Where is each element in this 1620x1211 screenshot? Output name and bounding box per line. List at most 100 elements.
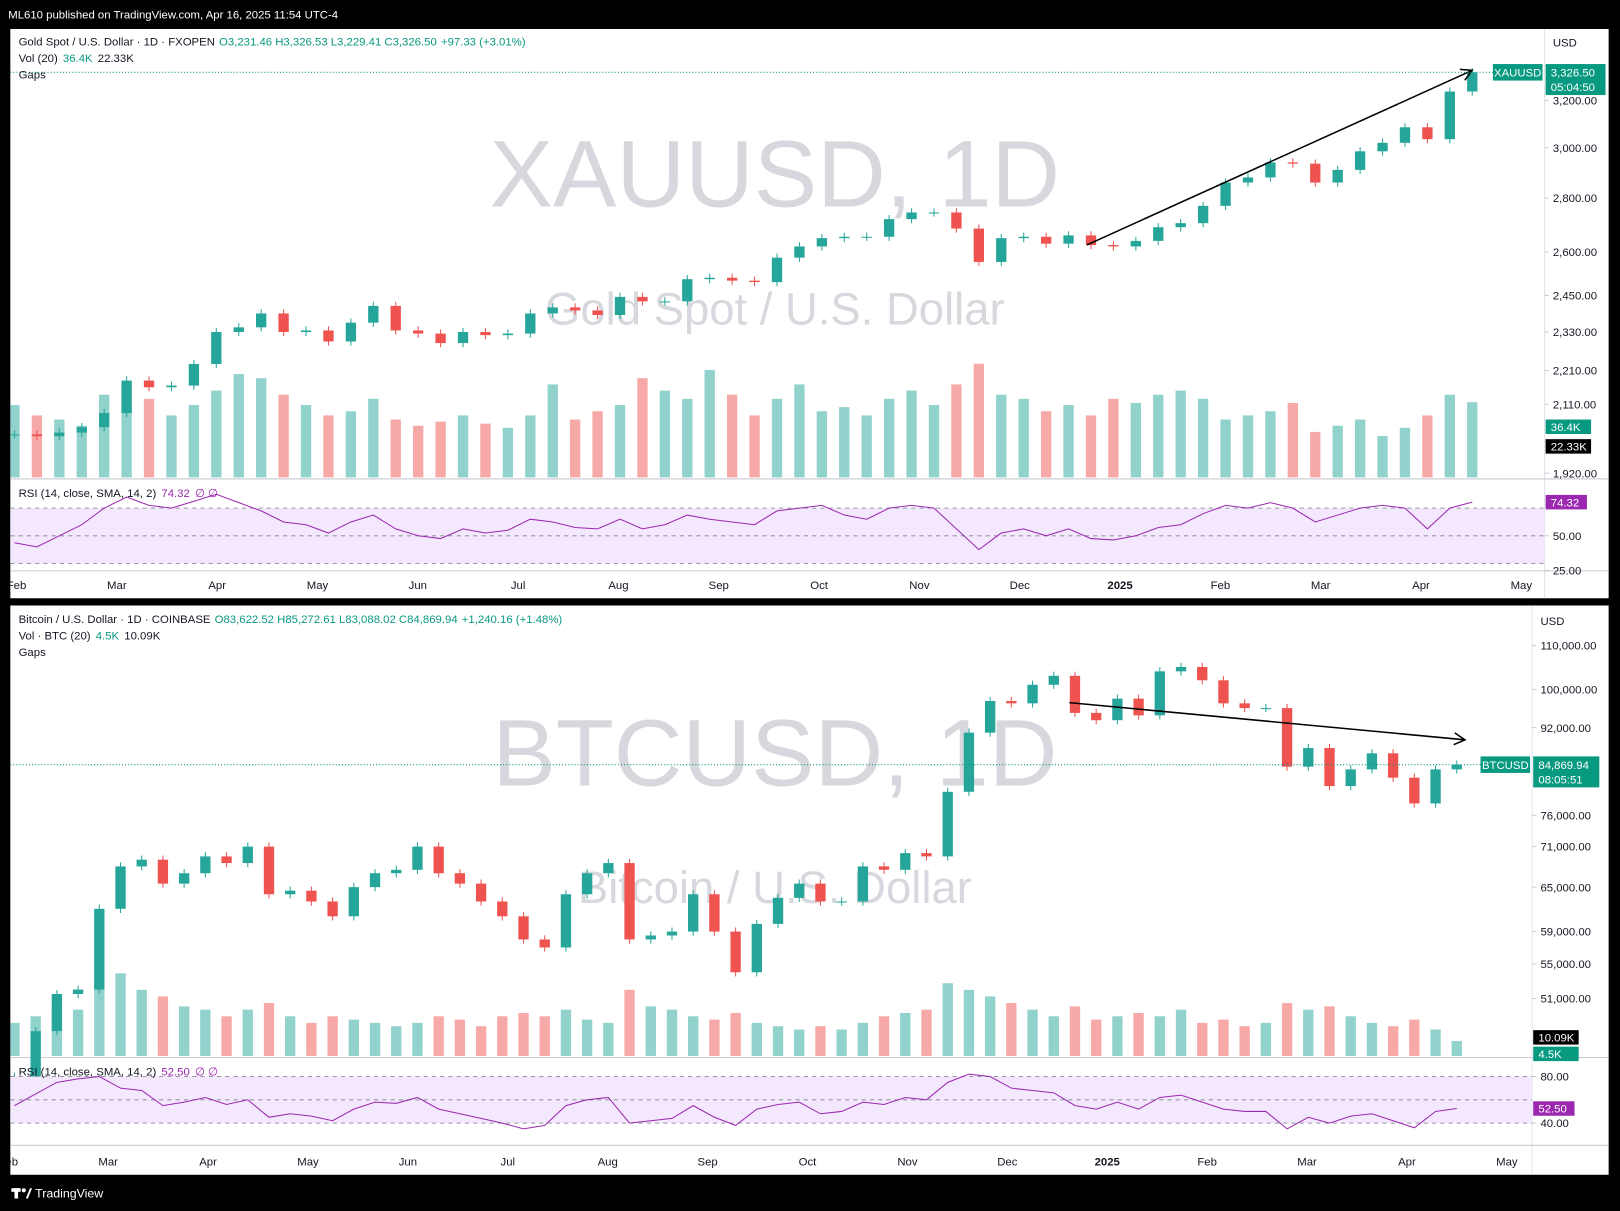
candle — [391, 869, 402, 874]
volume-bar — [1332, 425, 1343, 478]
watermark: XAUUSD, 1D — [490, 122, 1060, 228]
volume-bar — [984, 996, 996, 1056]
volume-bar — [166, 415, 177, 478]
legend-volume: Vol (20) 36.4K 22.33K — [19, 53, 135, 65]
candle — [1091, 712, 1102, 721]
candle — [345, 322, 357, 342]
y-tick-label: 71,000.00 — [1540, 842, 1591, 854]
volume-bar — [883, 398, 895, 478]
candle — [1108, 245, 1119, 247]
volume-bar — [1175, 390, 1186, 478]
candle — [502, 333, 514, 336]
candle — [942, 791, 953, 857]
pane — [10, 28, 1609, 599]
y-tick-label: 92,000.00 — [1540, 723, 1591, 735]
candle — [525, 313, 536, 334]
volume-bar — [178, 1006, 190, 1056]
volume-bar — [412, 1022, 423, 1056]
x-tick-label: Aug — [598, 1156, 618, 1168]
x-tick-label: Oct — [810, 580, 829, 592]
volume-bar — [1422, 415, 1433, 478]
x-tick-label: Feb — [0, 1156, 18, 1168]
volume-bar — [772, 1026, 784, 1056]
candle — [285, 890, 296, 895]
candle — [121, 380, 132, 414]
symbol-badge — [1480, 756, 1531, 773]
candle — [816, 238, 828, 247]
volume-bar — [928, 405, 940, 478]
candle — [878, 866, 890, 870]
candle — [454, 873, 466, 884]
rsi-line — [14, 493, 1473, 551]
volume-bar — [666, 1009, 678, 1056]
candle — [348, 887, 359, 917]
volume-bar — [1467, 402, 1478, 478]
candle — [749, 280, 760, 283]
volume-bar — [1354, 419, 1366, 478]
volume-bar — [815, 1026, 826, 1056]
volume-bar — [1287, 403, 1299, 478]
volume-bar — [1399, 427, 1411, 478]
volume-bar — [1197, 1022, 1208, 1056]
volume-bar — [560, 1009, 572, 1056]
volume-bar — [1130, 403, 1142, 478]
volume-bar — [1133, 1012, 1144, 1056]
rsi-tick-label: 25.00 — [1553, 566, 1581, 578]
watermark-subtitle: Gold Spot / U.S. Dollar — [545, 283, 1005, 334]
volume-bar — [682, 398, 693, 478]
candle — [99, 413, 110, 428]
volume-value: 4.5K — [96, 631, 120, 643]
candle — [539, 939, 550, 948]
candle — [51, 994, 63, 1032]
candle — [10, 434, 20, 436]
volume-bar — [1091, 1019, 1102, 1056]
rsi-extra: ∅ ∅ — [195, 1067, 218, 1079]
x-tick-label: Mar — [1311, 580, 1331, 592]
y-tick-label: 2,600.00 — [1553, 247, 1597, 259]
volume-bar — [1303, 1009, 1314, 1056]
volume-bar — [951, 384, 962, 478]
candle — [1345, 769, 1356, 787]
volume-bar — [31, 415, 43, 478]
candle — [1154, 671, 1165, 716]
volume-bar — [10, 1022, 20, 1056]
candle — [115, 866, 126, 909]
candle — [772, 897, 784, 924]
candle — [1451, 764, 1462, 770]
candle — [726, 277, 738, 281]
candle — [166, 385, 177, 388]
volume-bar — [345, 411, 357, 478]
candle — [1366, 753, 1378, 770]
volume-value: 36.4K — [63, 53, 93, 65]
volume-bar — [794, 1029, 805, 1056]
candle — [1197, 205, 1209, 224]
candle — [592, 310, 603, 316]
y-tick-label: 2,210.00 — [1553, 366, 1597, 378]
candle — [1175, 223, 1186, 228]
volume-bar — [348, 1019, 359, 1056]
volume-bar — [900, 1012, 911, 1056]
x-tick-label: Jun — [399, 1156, 417, 1168]
candle — [1153, 227, 1164, 241]
volume-bar — [1018, 398, 1029, 478]
currency: USD — [1553, 38, 1577, 50]
volume-bar — [645, 1006, 656, 1056]
candle — [921, 853, 932, 857]
x-tick-label: May — [1511, 580, 1533, 592]
volume-bar — [836, 1029, 847, 1056]
volume-bar — [996, 394, 1007, 478]
volume-bar — [10, 405, 20, 478]
volume-bar — [569, 419, 581, 478]
volume-bar — [861, 415, 872, 478]
candle — [30, 1031, 41, 1077]
x-tick-label: 2025 — [1107, 580, 1132, 592]
countdown: 08:05:51 — [1538, 774, 1582, 786]
candle — [369, 873, 381, 888]
volume-bar — [1324, 1006, 1335, 1056]
volume-bar — [1387, 1026, 1399, 1056]
trend-line — [1086, 69, 1473, 246]
volume-badge-label: 4.5K — [1538, 1049, 1562, 1061]
candle — [666, 931, 678, 936]
candle — [1069, 675, 1081, 713]
volume-bar — [433, 1016, 444, 1056]
